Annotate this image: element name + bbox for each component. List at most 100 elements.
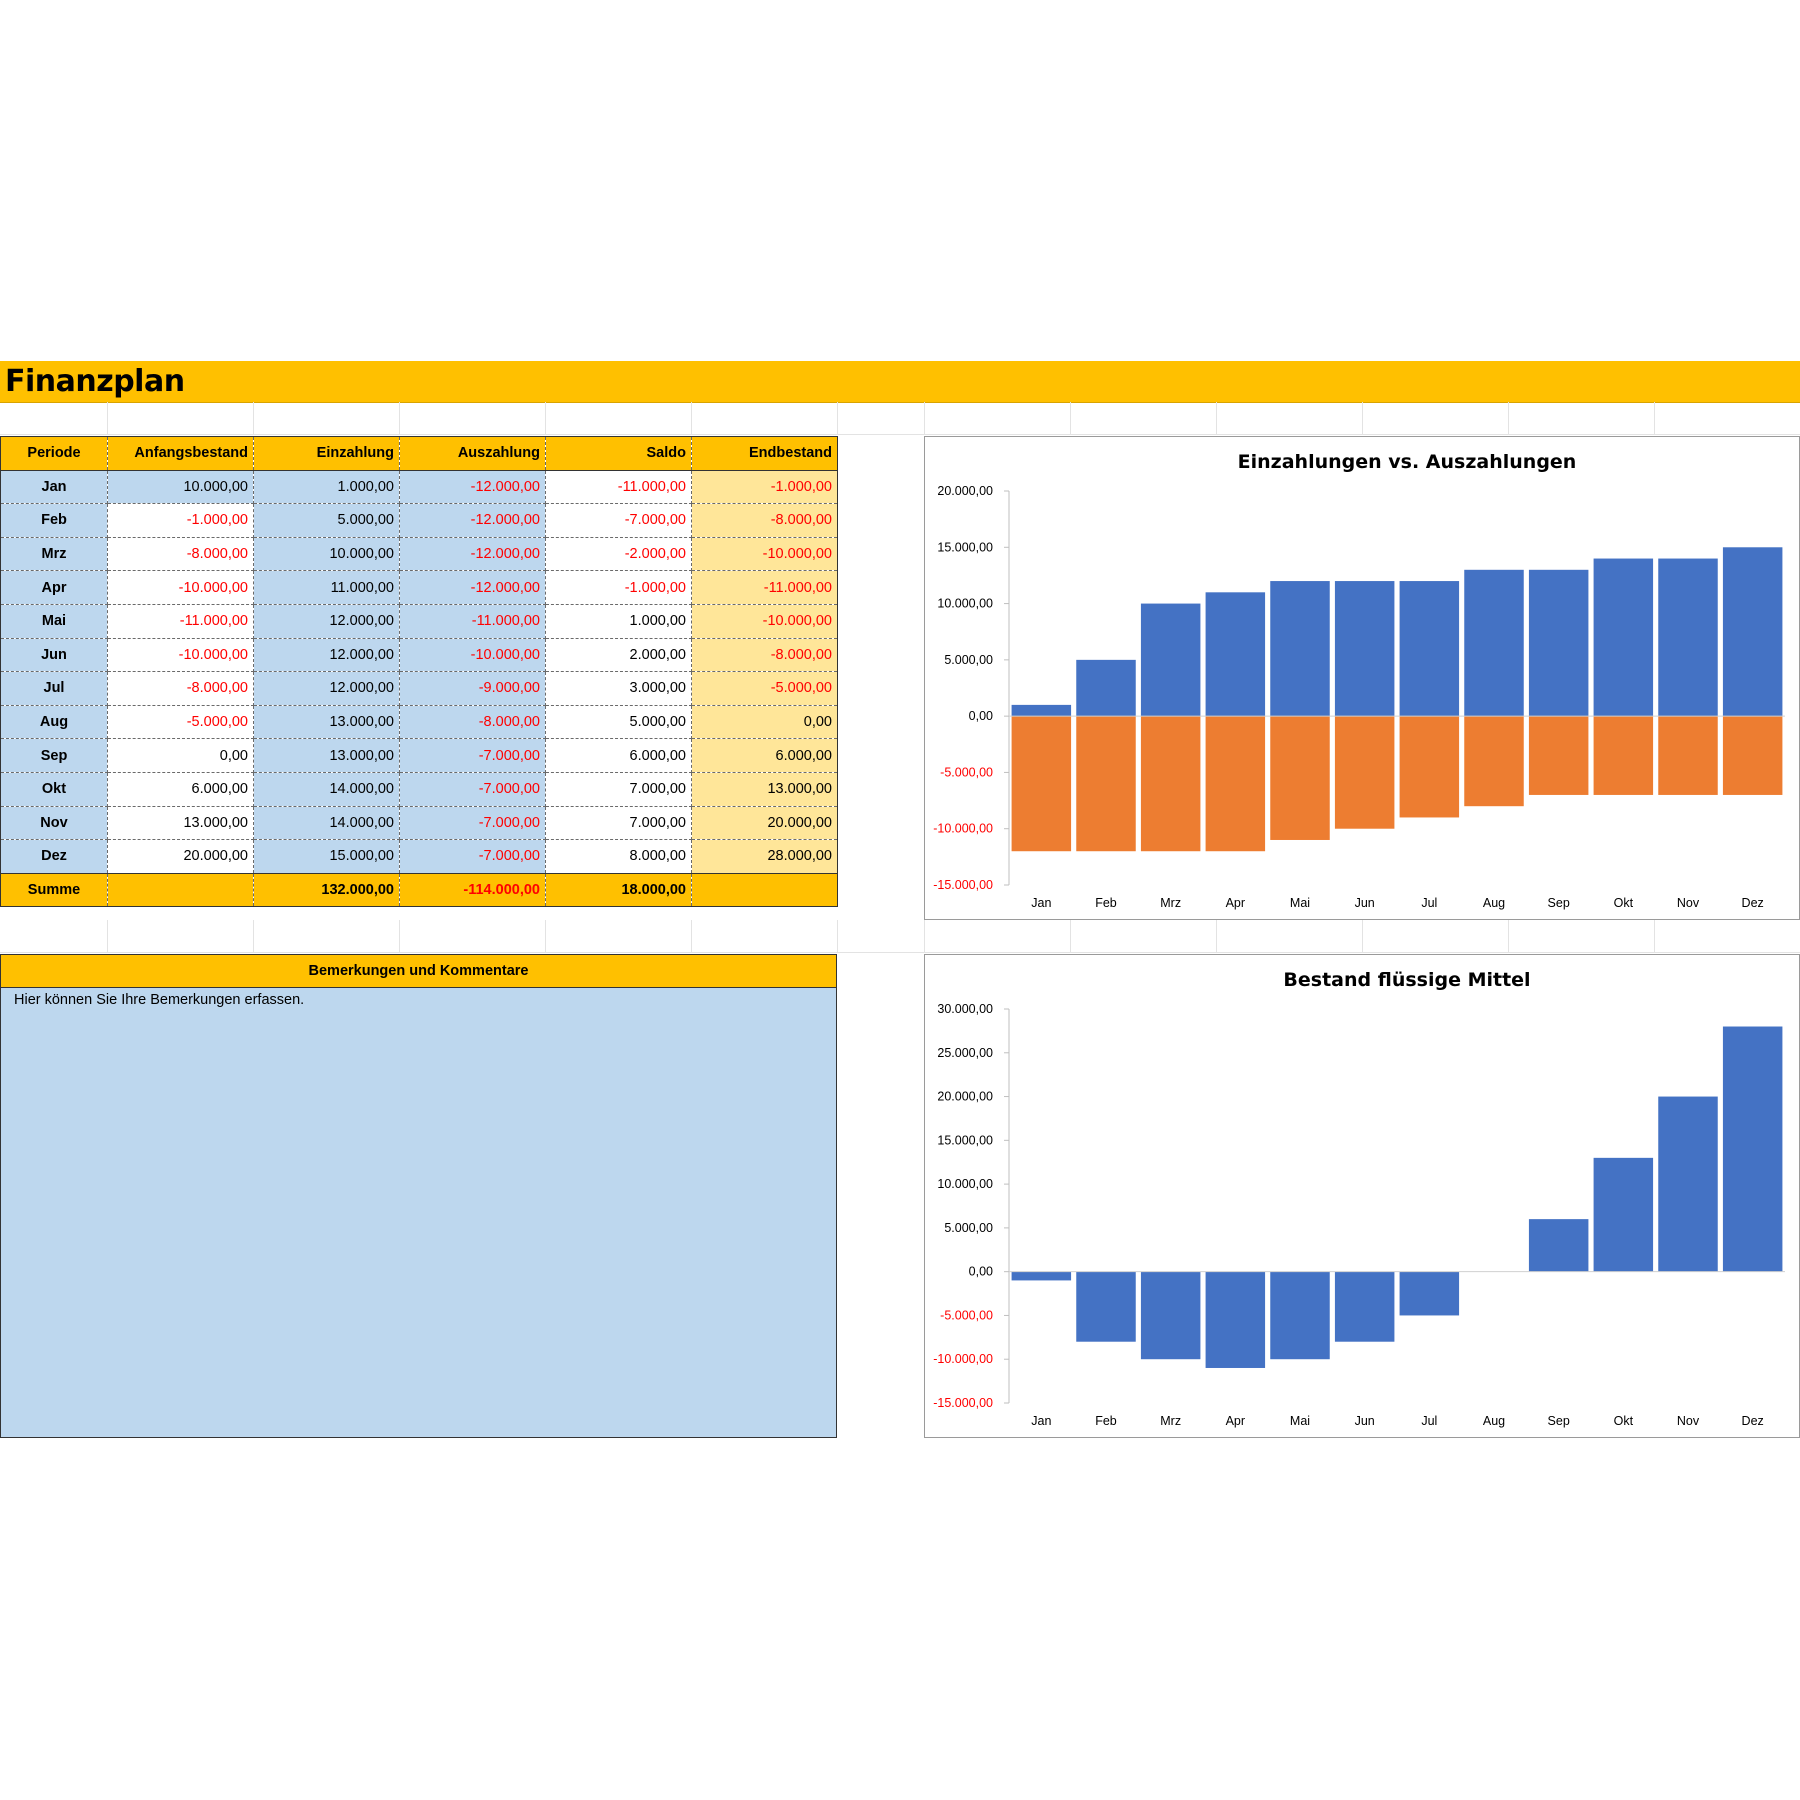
cell-einzahlung[interactable]: 11.000,00 xyxy=(253,570,400,605)
bar-auszahlung-mai[interactable] xyxy=(1270,716,1330,840)
cell-endbestand[interactable]: -11.000,00 xyxy=(691,570,838,605)
cell-anfangsbestand[interactable]: 20.000,00 xyxy=(107,839,254,874)
cell-anfangsbestand[interactable]: -8.000,00 xyxy=(107,537,254,572)
cell-periode[interactable]: Dez xyxy=(0,839,108,874)
cell-einzahlung[interactable]: 12.000,00 xyxy=(253,638,400,673)
cell-endbestand[interactable]: -5.000,00 xyxy=(691,671,838,706)
chart-einzahlungen-vs-auszahlungen[interactable]: Einzahlungen vs. Auszahlungen 20.000,00 15… xyxy=(924,436,1800,920)
cell-einzahlung[interactable]: 1.000,00 xyxy=(253,470,400,505)
bar-endbestand-nov[interactable] xyxy=(1658,1096,1718,1272)
bar-endbestand-feb[interactable] xyxy=(1076,1271,1136,1342)
cell-saldo[interactable]: -11.000,00 xyxy=(545,470,692,505)
cell-einzahlung[interactable]: 12.000,00 xyxy=(253,604,400,639)
cell-periode[interactable]: Feb xyxy=(0,503,108,538)
cell-endbestand[interactable]: 28.000,00 xyxy=(691,839,838,874)
cell-periode[interactable]: Jul xyxy=(0,671,108,706)
bar-auszahlung-mrz[interactable] xyxy=(1140,716,1201,852)
cell-auszahlung[interactable]: -12.000,00 xyxy=(399,503,546,538)
bar-einzahlung-sep[interactable] xyxy=(1528,569,1589,717)
bar-auszahlung-aug[interactable] xyxy=(1464,716,1524,807)
cell-endbestand[interactable]: -8.000,00 xyxy=(691,638,838,673)
bar-einzahlung-jul[interactable] xyxy=(1399,581,1460,717)
bar-auszahlung-jun[interactable] xyxy=(1334,716,1395,829)
bar-auszahlung-sep[interactable] xyxy=(1528,716,1589,795)
cell-saldo[interactable]: 3.000,00 xyxy=(545,671,692,706)
cell-periode[interactable]: Okt xyxy=(0,772,108,807)
bar-auszahlung-nov[interactable] xyxy=(1658,716,1718,795)
cell-endbestand[interactable]: 20.000,00 xyxy=(691,806,838,841)
cell-auszahlung[interactable]: -7.000,00 xyxy=(399,772,546,807)
bar-endbestand-apr[interactable] xyxy=(1205,1271,1266,1368)
bar-endbestand-okt[interactable] xyxy=(1593,1157,1654,1272)
cell-auszahlung[interactable]: -8.000,00 xyxy=(399,705,546,740)
bar-auszahlung-jan[interactable] xyxy=(1011,716,1072,852)
cell-saldo[interactable]: -2.000,00 xyxy=(545,537,692,572)
cell-auszahlung[interactable]: -7.000,00 xyxy=(399,806,546,841)
cell-auszahlung[interactable]: -7.000,00 xyxy=(399,738,546,773)
cell-periode[interactable]: Mrz xyxy=(0,537,108,572)
cell-periode[interactable]: Jun xyxy=(0,638,108,673)
cell-endbestand[interactable]: 0,00 xyxy=(691,705,838,740)
cell-periode[interactable]: Jan xyxy=(0,470,108,505)
cell-einzahlung[interactable]: 12.000,00 xyxy=(253,671,400,706)
bar-endbestand-mrz[interactable] xyxy=(1140,1271,1201,1360)
bar-einzahlung-jan[interactable] xyxy=(1011,704,1072,717)
cell-auszahlung[interactable]: -12.000,00 xyxy=(399,470,546,505)
bar-auszahlung-okt[interactable] xyxy=(1593,716,1654,795)
bar-endbestand-sep[interactable] xyxy=(1528,1219,1589,1272)
chart-bestand-fluessige-mittel[interactable]: Bestand flüssige Mittel 30.000,00 25.000,0… xyxy=(924,954,1800,1438)
cell-einzahlung[interactable]: 13.000,00 xyxy=(253,705,400,740)
cell-einzahlung[interactable]: 14.000,00 xyxy=(253,772,400,807)
bar-endbestand-jun[interactable] xyxy=(1334,1271,1395,1342)
cell-anfangsbestand[interactable]: -10.000,00 xyxy=(107,570,254,605)
cell-auszahlung[interactable]: -9.000,00 xyxy=(399,671,546,706)
cell-saldo[interactable]: -7.000,00 xyxy=(545,503,692,538)
cell-periode[interactable]: Nov xyxy=(0,806,108,841)
cell-saldo[interactable]: -1.000,00 xyxy=(545,570,692,605)
cell-anfangsbestand[interactable]: -1.000,00 xyxy=(107,503,254,538)
cell-endbestand[interactable]: -8.000,00 xyxy=(691,503,838,538)
cell-endbestand[interactable]: -10.000,00 xyxy=(691,604,838,639)
cell-anfangsbestand[interactable]: -11.000,00 xyxy=(107,604,254,639)
cell-anfangsbestand[interactable]: 0,00 xyxy=(107,738,254,773)
cell-saldo[interactable]: 7.000,00 xyxy=(545,772,692,807)
bar-einzahlung-dez[interactable] xyxy=(1722,547,1783,717)
cell-saldo[interactable]: 6.000,00 xyxy=(545,738,692,773)
cell-anfangsbestand[interactable]: -5.000,00 xyxy=(107,705,254,740)
cell-auszahlung[interactable]: -12.000,00 xyxy=(399,570,546,605)
cell-endbestand[interactable]: -10.000,00 xyxy=(691,537,838,572)
bar-einzahlung-nov[interactable] xyxy=(1658,558,1718,717)
cell-periode[interactable]: Sep xyxy=(0,738,108,773)
bar-einzahlung-apr[interactable] xyxy=(1205,592,1266,717)
cell-einzahlung[interactable]: 14.000,00 xyxy=(253,806,400,841)
bar-auszahlung-jul[interactable] xyxy=(1399,716,1460,818)
cell-einzahlung[interactable]: 13.000,00 xyxy=(253,738,400,773)
remarks-text-area[interactable]: Hier können Sie Ihre Bemerkungen erfasse… xyxy=(0,988,837,1438)
cell-auszahlung[interactable]: -10.000,00 xyxy=(399,638,546,673)
cell-saldo[interactable]: 8.000,00 xyxy=(545,839,692,874)
cell-anfangsbestand[interactable]: -10.000,00 xyxy=(107,638,254,673)
cell-einzahlung[interactable]: 15.000,00 xyxy=(253,839,400,874)
cell-endbestand[interactable]: -1.000,00 xyxy=(691,470,838,505)
cell-periode[interactable]: Aug xyxy=(0,705,108,740)
cell-anfangsbestand[interactable]: -8.000,00 xyxy=(107,671,254,706)
cell-saldo[interactable]: 7.000,00 xyxy=(545,806,692,841)
bar-auszahlung-feb[interactable] xyxy=(1076,716,1136,852)
cell-saldo[interactable]: 5.000,00 xyxy=(545,705,692,740)
cell-auszahlung[interactable]: -11.000,00 xyxy=(399,604,546,639)
bar-endbestand-jan[interactable] xyxy=(1011,1271,1072,1281)
bar-auszahlung-dez[interactable] xyxy=(1722,716,1783,795)
cell-saldo[interactable]: 1.000,00 xyxy=(545,604,692,639)
bar-endbestand-jul[interactable] xyxy=(1399,1271,1460,1316)
bar-endbestand-dez[interactable] xyxy=(1722,1026,1783,1272)
cell-einzahlung[interactable]: 10.000,00 xyxy=(253,537,400,572)
bar-endbestand-mai[interactable] xyxy=(1270,1271,1330,1360)
cell-periode[interactable]: Apr xyxy=(0,570,108,605)
bar-einzahlung-mai[interactable] xyxy=(1270,581,1330,717)
bar-auszahlung-apr[interactable] xyxy=(1205,716,1266,852)
cell-auszahlung[interactable]: -7.000,00 xyxy=(399,839,546,874)
cell-endbestand[interactable]: 13.000,00 xyxy=(691,772,838,807)
bar-einzahlung-jun[interactable] xyxy=(1334,581,1395,717)
bar-einzahlung-feb[interactable] xyxy=(1076,659,1136,717)
cell-saldo[interactable]: 2.000,00 xyxy=(545,638,692,673)
